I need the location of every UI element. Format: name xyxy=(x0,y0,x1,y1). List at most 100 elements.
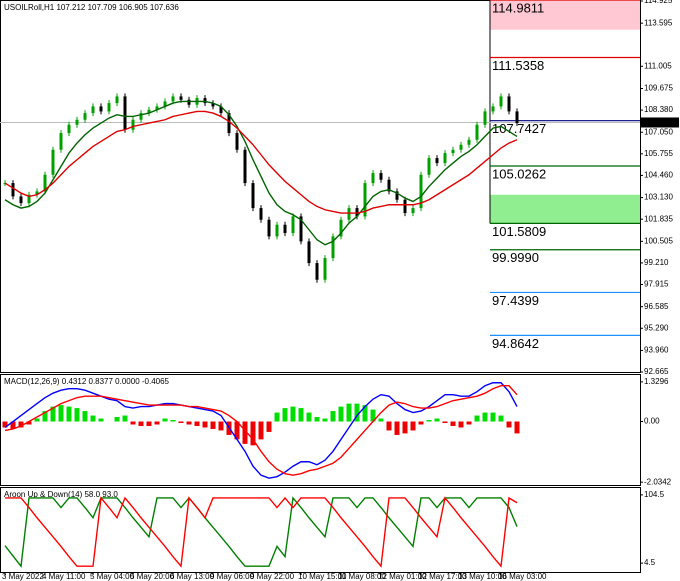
histogram-bar xyxy=(330,411,336,422)
candle xyxy=(435,158,439,164)
level-label: 114.9811 xyxy=(492,1,544,16)
candle xyxy=(99,106,103,112)
macd-panel-frame xyxy=(0,374,641,486)
candle xyxy=(259,208,263,220)
y-tick-label: 107.050 xyxy=(644,127,673,136)
histogram-bar xyxy=(354,403,360,422)
candle xyxy=(283,224,287,234)
candle xyxy=(123,96,127,130)
histogram-bar xyxy=(418,421,424,425)
histogram-bar xyxy=(298,408,304,422)
aroon-panel-frame xyxy=(0,487,641,573)
x-tick-label: 13 May 10:00 xyxy=(458,572,507,581)
histogram-bar xyxy=(202,421,208,428)
level-label: 111.5358 xyxy=(492,58,544,73)
candle xyxy=(387,179,391,192)
y-tick-label: 104.5 xyxy=(644,490,665,499)
candle xyxy=(131,119,135,130)
candle xyxy=(35,191,39,195)
candle xyxy=(291,216,295,234)
histogram-bar xyxy=(322,418,328,422)
candle xyxy=(467,139,471,145)
histogram-bar xyxy=(130,421,136,425)
candle xyxy=(339,219,343,237)
histogram-bar xyxy=(426,420,432,422)
histogram-bar xyxy=(50,406,56,422)
x-tick-label: 12 May 17:00 xyxy=(418,572,467,581)
candle xyxy=(363,183,367,217)
panel-title: USOILRoll,H1 107.212 107.709 106.905 107… xyxy=(4,3,179,12)
histogram-bar xyxy=(506,421,512,428)
histogram-bar xyxy=(402,421,408,434)
histogram-bar xyxy=(314,417,320,422)
candle xyxy=(83,113,87,120)
histogram-bar xyxy=(90,415,96,422)
histogram-bar xyxy=(218,421,224,431)
candle xyxy=(147,109,151,114)
candle xyxy=(243,149,247,184)
histogram-bar xyxy=(282,408,288,422)
price-zone xyxy=(490,0,640,30)
candle xyxy=(235,133,239,150)
indicator-line xyxy=(4,382,518,479)
histogram-bar xyxy=(74,408,80,422)
candle xyxy=(419,174,423,209)
candle xyxy=(67,124,71,134)
candle xyxy=(43,174,47,192)
candle xyxy=(379,173,383,180)
x-tick-label: 9 May 22:00 xyxy=(250,572,295,581)
histogram-bar xyxy=(458,421,464,428)
y-tick-label: 105.755 xyxy=(644,149,673,158)
histogram-bar xyxy=(338,406,344,422)
candle xyxy=(171,96,175,102)
y-tick-label: 104.460 xyxy=(644,171,673,180)
x-tick-label: 6 May 13:00 xyxy=(170,572,215,581)
y-tick-label: 96.585 xyxy=(644,302,669,311)
histogram-bar xyxy=(162,418,168,422)
histogram-bar xyxy=(154,421,160,425)
candle xyxy=(251,183,255,209)
histogram-bar xyxy=(306,412,312,422)
histogram-bar xyxy=(274,412,280,422)
histogram-bar xyxy=(370,409,376,422)
candle xyxy=(211,103,215,107)
histogram-bar xyxy=(234,421,240,440)
y-tick-label: 93.960 xyxy=(644,346,669,355)
level-label: 107.7427 xyxy=(492,121,546,136)
y-tick-label: 4.5 xyxy=(644,558,656,567)
candle xyxy=(163,101,167,107)
candle xyxy=(459,144,463,150)
histogram-bar xyxy=(170,420,176,422)
y-tick-label: 114.925 xyxy=(644,0,673,5)
level-label: 94.8642 xyxy=(492,336,539,351)
candle xyxy=(475,124,479,140)
histogram-bar xyxy=(450,421,456,426)
level-label: 105.0262 xyxy=(492,166,546,181)
histogram-bar xyxy=(194,421,200,426)
histogram-bar xyxy=(122,415,128,422)
indicator-line xyxy=(4,385,518,476)
histogram-bar xyxy=(178,421,184,423)
histogram-bar xyxy=(386,421,392,431)
y-tick-label: 1.3296 xyxy=(644,377,669,386)
histogram-bar xyxy=(346,403,352,422)
current-price-label: 107.636 xyxy=(643,118,672,127)
candle xyxy=(107,103,111,112)
candle xyxy=(499,96,503,107)
histogram-bar xyxy=(66,406,72,422)
histogram-bar xyxy=(2,421,8,428)
y-tick-label: 108.380 xyxy=(644,105,673,114)
histogram-bar xyxy=(442,421,448,423)
indicator-line xyxy=(4,100,518,246)
y-tick-label: 113.595 xyxy=(644,18,673,27)
candle xyxy=(19,196,23,204)
candle xyxy=(275,224,279,237)
x-tick-label: 10 May 15:00 xyxy=(298,572,347,581)
x-tick-label: 5 May 04:00 xyxy=(90,572,135,581)
candle xyxy=(155,106,159,110)
candle xyxy=(299,216,303,242)
candle xyxy=(91,106,95,114)
candle xyxy=(507,96,511,112)
